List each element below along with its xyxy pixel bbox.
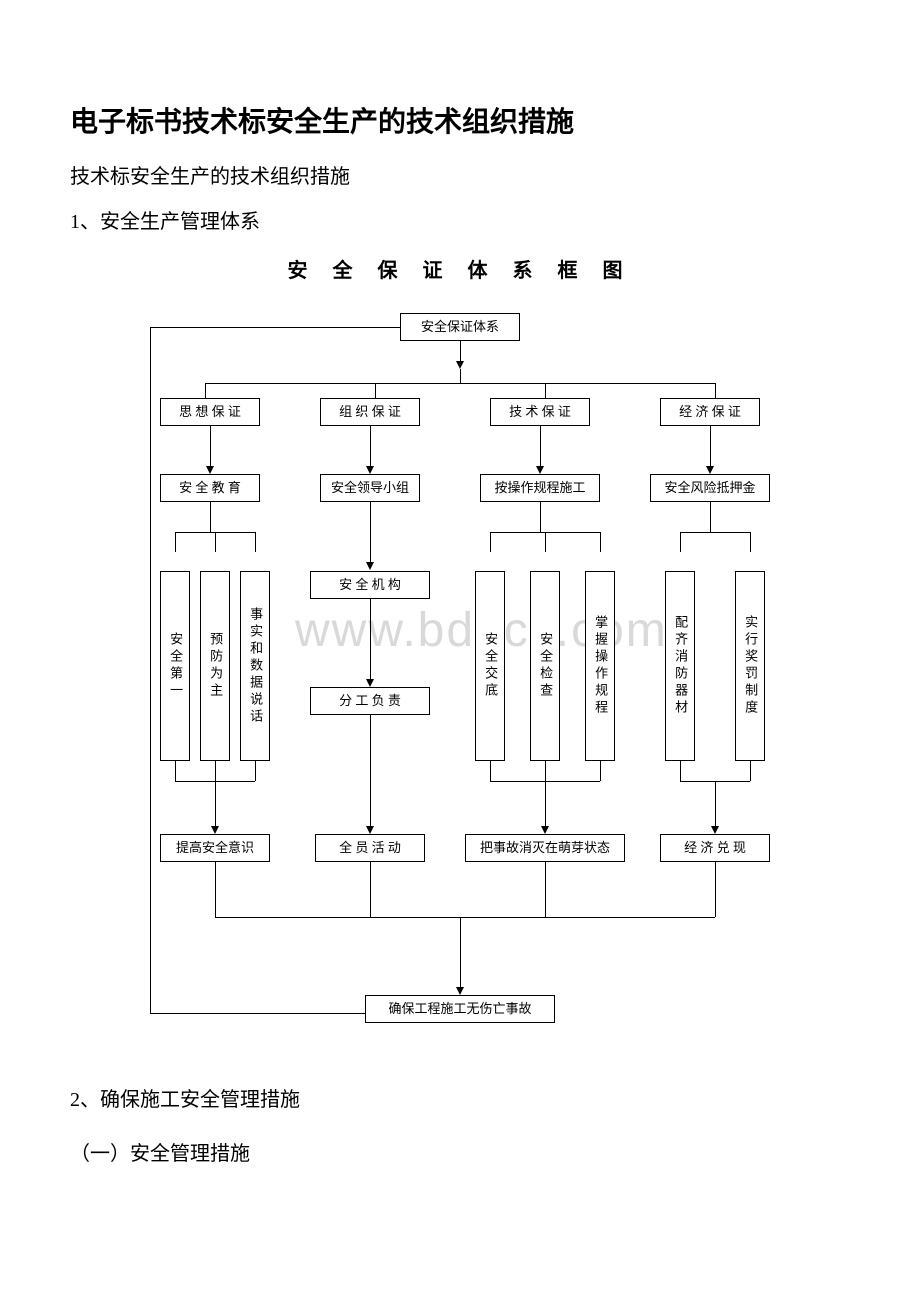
- node-l4-1: 全 员 活 动: [315, 834, 425, 862]
- node-l2-1: 安全领导小组: [320, 474, 420, 502]
- node-l2-3: 安全风险抵押金: [650, 474, 770, 502]
- node-l2-2: 按操作规程施工: [480, 474, 600, 502]
- node-l3c3-2: 掌握操作规程: [585, 571, 615, 761]
- node-l1-3: 经 济 保 证: [660, 398, 760, 426]
- node-l4-3: 经 济 兑 现: [660, 834, 770, 862]
- diagram-title: 安 全 保 证 体 系 框 图: [70, 254, 850, 283]
- section-1-heading: 1、安全生产管理体系: [70, 205, 850, 234]
- node-l1-1: 组 织 保 证: [320, 398, 420, 426]
- node-l3c3-0: 安全交底: [475, 571, 505, 761]
- document-title: 电子标书技术标安全生产的技术组织措施: [70, 100, 850, 140]
- node-l3c2-bottom: 分 工 负 责: [310, 687, 430, 715]
- section-2-sub: （一）安全管理措施: [70, 1137, 850, 1166]
- node-l3c3-1: 安全检查: [530, 571, 560, 761]
- node-l3c4-0: 配齐消防器材: [665, 571, 695, 761]
- document-subtitle: 技术标安全生产的技术组织措施: [70, 160, 850, 189]
- node-l1-2: 技 术 保 证: [490, 398, 590, 426]
- node-final: 确保工程施工无伤亡事故: [365, 995, 555, 1023]
- node-root: 安全保证体系: [400, 313, 520, 341]
- flowchart-diagram: www.bdocx.com 安全保证体系 思 想 保 证 组 织 保 证 技 术…: [145, 313, 775, 1053]
- node-l4-0: 提高安全意识: [160, 834, 270, 862]
- node-l3c2-top: 安 全 机 构: [310, 571, 430, 599]
- section-2-heading: 2、确保施工安全管理措施: [70, 1083, 850, 1112]
- node-l3c1-0: 安全第一: [160, 571, 190, 761]
- node-l3c1-1: 预防为主: [200, 571, 230, 761]
- node-l4-2: 把事故消灭在萌芽状态: [465, 834, 625, 862]
- node-l1-0: 思 想 保 证: [160, 398, 260, 426]
- node-l3c1-2: 事实和数据说话: [240, 571, 270, 761]
- node-l3c4-1: 实行奖罚制度: [735, 571, 765, 761]
- node-l2-0: 安 全 教 育: [160, 474, 260, 502]
